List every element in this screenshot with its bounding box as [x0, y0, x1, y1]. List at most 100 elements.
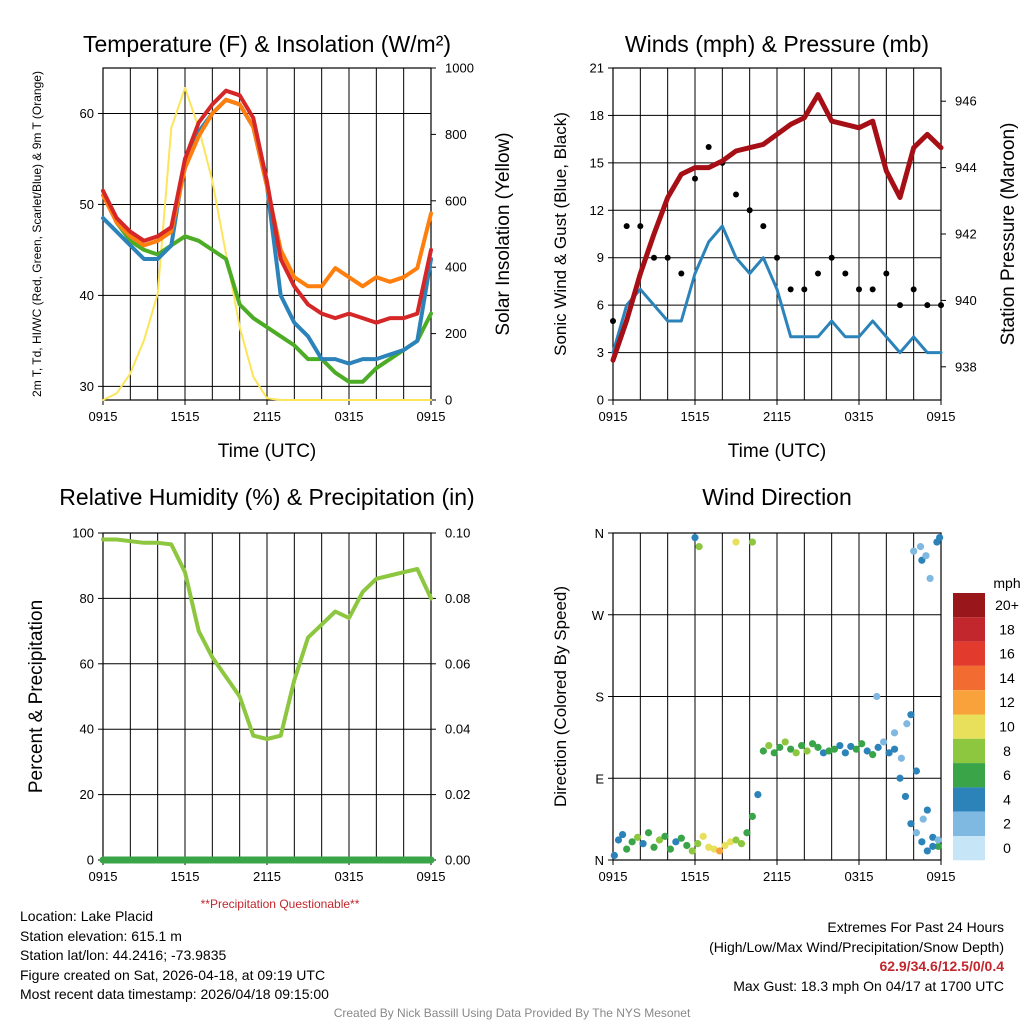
- gust-point: [842, 270, 849, 277]
- y2-tick-label: 200: [445, 326, 467, 341]
- x-tick-label: 2115: [253, 409, 281, 424]
- y2-axis-label: Station Pressure (Maroon): [998, 123, 1019, 346]
- x-tick-label: 0915: [927, 409, 956, 424]
- gust-point: [692, 175, 698, 182]
- direction-point: [754, 791, 762, 799]
- y2-tick-label: 1000: [445, 61, 474, 76]
- x-tick-label: 1515: [681, 869, 710, 884]
- direction-point: [918, 838, 926, 846]
- gust-point: [787, 286, 794, 293]
- colorbar-label: 6: [1003, 767, 1011, 783]
- direction-point: [759, 747, 767, 755]
- direction-point: [732, 836, 740, 844]
- gust-point: [801, 286, 808, 293]
- series-2m-t: [101, 88, 433, 325]
- y2-tick-label: 0.00: [445, 853, 470, 868]
- y-axis-label: Percent & Precipitation: [26, 600, 47, 793]
- y-tick-label: E: [595, 771, 604, 786]
- direction-point: [666, 845, 675, 853]
- y2-tick-label: 600: [445, 193, 467, 208]
- y2-tick-label: 0: [445, 393, 452, 408]
- direction-point: [798, 741, 806, 750]
- direction-point: [650, 843, 658, 851]
- x-tick-label: 1515: [681, 409, 710, 424]
- direction-point: [743, 829, 751, 837]
- colorbar-label: 4: [1003, 791, 1011, 807]
- y2-tick-label: 0.08: [445, 591, 470, 606]
- direction-point: [787, 745, 795, 753]
- direction-point: [683, 841, 691, 850]
- station-latlon: Station lat/lon: 44.2416; -73.9835: [20, 947, 227, 963]
- series-sonic-wind: [611, 224, 943, 355]
- y-tick-label: 40: [80, 288, 94, 303]
- y-tick-label: 0: [87, 853, 94, 868]
- y-tick-label: 3: [597, 345, 604, 360]
- precip-questionable-note: **Precipitation Questionable**: [200, 897, 360, 911]
- colorbar-swatch: [953, 811, 985, 836]
- y-axis-label: Direction (Colored By Speed): [551, 586, 570, 807]
- direction-point: [901, 792, 910, 801]
- gust-point: [883, 270, 890, 277]
- direction-point: [841, 749, 849, 757]
- gust-point: [815, 270, 821, 277]
- direction-point: [836, 741, 844, 750]
- direction-point: [623, 845, 631, 853]
- colorbar-swatch: [953, 787, 985, 812]
- extremes-panel: Extremes For Past 24 Hours (High/Low/Max…: [709, 918, 1004, 996]
- gust-point: [623, 223, 630, 230]
- direction-point: [897, 754, 905, 762]
- x-tick-label: 0915: [599, 409, 628, 424]
- x-tick-label: 0915: [89, 869, 118, 884]
- x-tick-label: 0315: [845, 869, 874, 884]
- direction-point: [916, 543, 925, 551]
- direction-point: [688, 847, 696, 855]
- direction-point: [748, 538, 757, 546]
- direction-point: [869, 751, 877, 759]
- direction-point: [852, 745, 860, 753]
- gust-point: [828, 254, 835, 261]
- gust-point: [651, 254, 657, 261]
- colorbar-label: 18: [999, 621, 1015, 637]
- direction-point: [910, 547, 918, 555]
- y-tick-label: W: [592, 608, 605, 623]
- extremes-values: 62.9/34.6/12.5/0/0.4: [879, 958, 1004, 974]
- gust-point: [774, 254, 780, 261]
- direction-point: [770, 749, 778, 757]
- direction-point: [847, 742, 855, 751]
- direction-point: [781, 738, 789, 746]
- y-tick-label: 60: [80, 656, 94, 671]
- direction-point: [695, 543, 703, 551]
- extremes-subtitle: (High/Low/Max Wind/Precipitation/Snow De…: [709, 938, 1004, 955]
- y-tick-label: S: [595, 690, 604, 705]
- x-axis-label: Time (UTC): [218, 441, 317, 462]
- series-td: [101, 188, 433, 384]
- series-relative-humidity: [101, 537, 433, 741]
- x-tick-label: 0915: [417, 869, 446, 884]
- colorbar-swatch: [953, 763, 985, 788]
- direction-point: [929, 833, 937, 841]
- series-solar-insolation: [102, 86, 432, 401]
- colorbar-label: 10: [999, 719, 1015, 735]
- series-station-pressure: [610, 92, 944, 363]
- direction-point: [618, 830, 627, 839]
- panel-3: 0915 1515 2115 0315 0915 Relative Humidity (%…: [26, 484, 475, 884]
- y2-tick-label: 0.06: [445, 656, 470, 671]
- direction-point: [699, 832, 707, 840]
- x-axis-label: Time (UTC): [728, 441, 827, 462]
- direction-point: [936, 533, 944, 542]
- direction-point: [721, 841, 729, 850]
- x-tick-label: 2115: [763, 409, 791, 424]
- y-tick-label: 9: [597, 250, 604, 265]
- y-tick-label: 18: [590, 108, 604, 123]
- direction-point: [639, 840, 647, 848]
- y-tick-label: 80: [80, 591, 94, 606]
- gust-point: [637, 223, 644, 230]
- gust-point: [746, 207, 753, 214]
- colorbar-label: 20+: [995, 597, 1019, 613]
- chart-title: Wind Direction: [702, 484, 852, 510]
- colorbar-swatch: [953, 617, 985, 642]
- y-tick-label: 30: [80, 379, 94, 394]
- direction-point: [644, 829, 653, 837]
- colorbar-swatch: [953, 836, 985, 861]
- x-tick-label: 0915: [89, 409, 118, 424]
